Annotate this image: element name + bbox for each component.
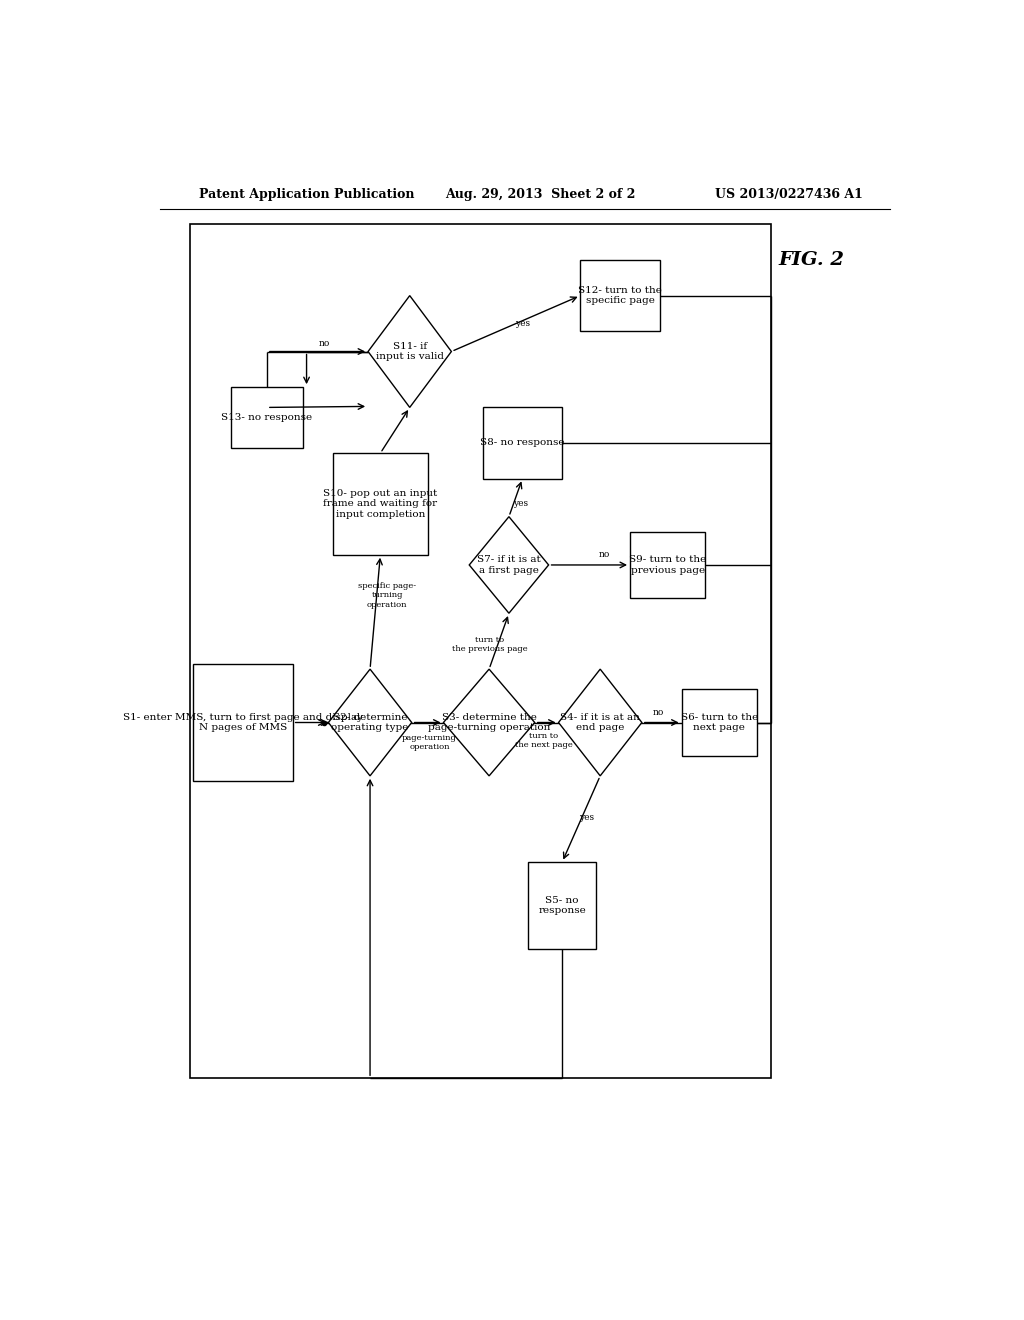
Text: S8- no response: S8- no response xyxy=(480,438,564,447)
Text: Aug. 29, 2013  Sheet 2 of 2: Aug. 29, 2013 Sheet 2 of 2 xyxy=(445,189,636,202)
Text: S2- determine
operating type: S2- determine operating type xyxy=(332,713,409,733)
Text: US 2013/0227436 A1: US 2013/0227436 A1 xyxy=(715,189,863,202)
FancyBboxPatch shape xyxy=(630,532,706,598)
Text: specific page-
turning
operation: specific page- turning operation xyxy=(358,582,417,609)
Text: S7- if it is at
a first page: S7- if it is at a first page xyxy=(477,556,541,574)
FancyBboxPatch shape xyxy=(682,689,757,755)
FancyBboxPatch shape xyxy=(194,664,293,781)
Text: S10- pop out an input
frame and waiting for
input completion: S10- pop out an input frame and waiting … xyxy=(324,490,437,519)
Text: S6- turn to the
next page: S6- turn to the next page xyxy=(681,713,758,733)
Text: Patent Application Publication: Patent Application Publication xyxy=(200,189,415,202)
Polygon shape xyxy=(443,669,535,776)
FancyBboxPatch shape xyxy=(333,453,428,554)
Text: no: no xyxy=(598,550,610,560)
Polygon shape xyxy=(368,296,452,408)
Text: S11- if
input is valid: S11- if input is valid xyxy=(376,342,443,362)
Text: yes: yes xyxy=(515,318,530,327)
Text: S5- no
response: S5- no response xyxy=(539,896,586,915)
Text: yes: yes xyxy=(580,813,594,821)
Text: turn to
the previous page: turn to the previous page xyxy=(452,636,527,653)
FancyBboxPatch shape xyxy=(528,862,596,949)
FancyBboxPatch shape xyxy=(581,260,659,331)
Text: S3- determine the
page-turning operation: S3- determine the page-turning operation xyxy=(428,713,550,733)
FancyBboxPatch shape xyxy=(231,387,303,447)
Text: S9- turn to the
previous page: S9- turn to the previous page xyxy=(629,556,707,574)
Text: S13- no response: S13- no response xyxy=(221,413,312,422)
Polygon shape xyxy=(469,516,549,614)
Text: no: no xyxy=(319,339,331,348)
Text: S4- if it is at an
end page: S4- if it is at an end page xyxy=(560,713,640,733)
Text: S1- enter MMS, turn to first page and display
N pages of MMS: S1- enter MMS, turn to first page and di… xyxy=(123,713,364,733)
Text: turn to
the next page: turn to the next page xyxy=(515,733,572,750)
Text: FIG. 2: FIG. 2 xyxy=(778,251,845,269)
Text: page-turning
operation: page-turning operation xyxy=(402,734,457,751)
Polygon shape xyxy=(558,669,642,776)
Text: no: no xyxy=(652,708,664,717)
Text: S12- turn to the
specific page: S12- turn to the specific page xyxy=(579,286,662,305)
Text: yes: yes xyxy=(513,499,528,508)
Polygon shape xyxy=(329,669,412,776)
FancyBboxPatch shape xyxy=(482,408,562,479)
